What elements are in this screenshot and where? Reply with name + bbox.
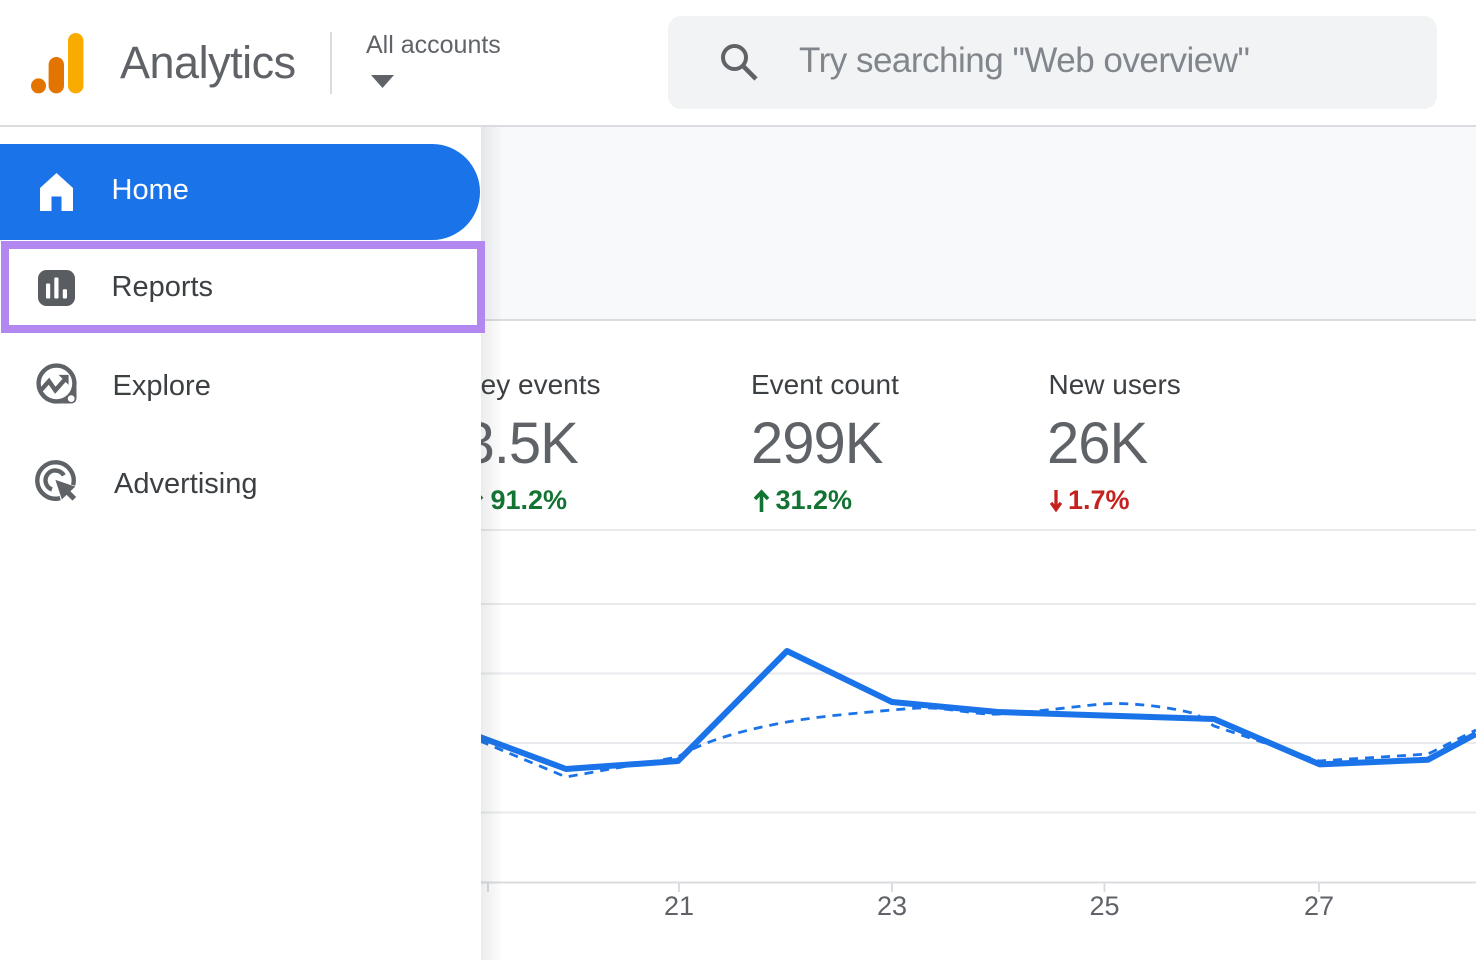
svg-text:25: 25 bbox=[1089, 891, 1119, 921]
svg-text:23: 23 bbox=[877, 891, 907, 921]
svg-text:21: 21 bbox=[664, 891, 694, 921]
svg-text:27: 27 bbox=[1304, 891, 1334, 921]
